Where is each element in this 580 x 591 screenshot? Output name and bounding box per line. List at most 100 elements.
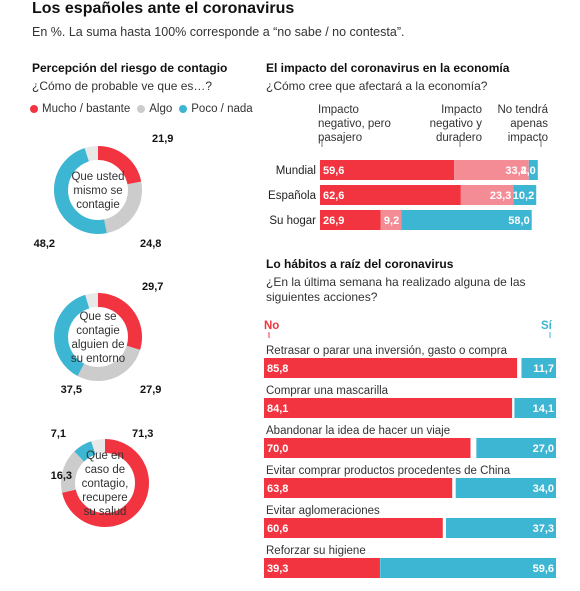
risk-question: ¿Cómo de probable ve que es…? <box>32 79 213 93</box>
donut-1-slice-algo <box>54 146 142 234</box>
economy-row-label: Su hogar <box>269 215 316 227</box>
donut-3-center-label: caso de <box>85 464 125 476</box>
habits-row-label: Abandonar la idea de hacer un viaje <box>266 425 450 437</box>
economy-bar-value: 26,9 <box>323 215 344 227</box>
habits-row-label: Evitar aglomeraciones <box>266 505 380 517</box>
economy-bar-3 <box>513 185 537 205</box>
habits-section-title: Lo hábitos a raíz del coronavirus <box>266 257 454 271</box>
donut-3-value-mucho: 71,3 <box>132 428 153 440</box>
donut-2-center-label: alguien de <box>71 339 124 351</box>
habits-row-label: Reforzar su higiene <box>266 545 366 557</box>
economy-row-label: Mundial <box>276 165 316 177</box>
donut-2-center-label: contagie <box>76 325 119 337</box>
donut-1-value-algo: 24,8 <box>140 238 161 250</box>
donut-1-value-poco: 48,2 <box>34 238 55 250</box>
risk-section-title: Percepción del riesgo de contagio <box>32 61 228 75</box>
habits-bar-yes <box>476 438 556 458</box>
habits-value-yes: 59,6 <box>533 563 554 575</box>
habits-bar-yes <box>514 398 556 418</box>
economy-bar-value: 4,0 <box>521 165 536 177</box>
economy-bar-value: 9,2 <box>384 215 399 227</box>
legend-item-poco: Poco / nada <box>179 103 253 115</box>
habits-bar-no <box>264 558 380 578</box>
economy-bar-1 <box>320 210 381 230</box>
donut-2-slice-poco <box>54 293 142 381</box>
habits-value-yes: 14,1 <box>533 403 554 415</box>
donut-1-slice-mucho <box>54 146 142 234</box>
habits-no-label: No <box>264 320 280 332</box>
economy-bar-3 <box>528 160 538 180</box>
legend-item-mucho: Mucho / bastante <box>30 103 130 115</box>
donut-2-center-label: Que se <box>79 311 116 323</box>
habits-bar-no <box>264 438 471 458</box>
habits-value-yes: 11,7 <box>533 363 554 375</box>
habits-value-no: 85,8 <box>267 363 288 375</box>
donut-3-center-label: su salud <box>84 506 127 518</box>
donut-3-slice-algo <box>61 439 149 527</box>
legend-label-algo: Algo <box>149 103 173 115</box>
economy-colhead-pasajero: Impacto negativo, pero pasajero <box>318 104 391 144</box>
habits-value-no: 60,6 <box>267 523 288 535</box>
habits-yes-label: Sí <box>541 320 552 332</box>
legend-swatch-poco <box>179 105 188 113</box>
donut-1-value-mucho: 21,9 <box>152 133 173 145</box>
economy-bar-1 <box>320 185 461 205</box>
donut-3-center-label: Que en <box>86 450 124 462</box>
habits-row-label: Retrasar o parar una inversión, gasto o … <box>266 345 508 357</box>
habits-bar-yes <box>455 478 556 498</box>
economy-bar-2 <box>380 210 402 230</box>
donut-1-center-label: Que usted <box>71 171 124 183</box>
economy-colhead-sin-impacto: No tendrá apenas impacto <box>497 104 548 144</box>
economy-bar-2 <box>460 185 514 205</box>
habits-row-label: Comprar una mascarilla <box>266 385 389 397</box>
donut-2-value-algo: 27,9 <box>140 384 161 396</box>
donut-2-value-mucho: 29,7 <box>142 281 163 293</box>
economy-bar-value: 58,0 <box>508 215 529 227</box>
economy-bar-2 <box>454 160 529 180</box>
donut-1-center-label: mismo se <box>73 185 122 197</box>
donut-2-slice-mucho <box>54 293 142 381</box>
economy-bar-value: 23,3 <box>490 190 511 202</box>
economy-bar-value: 62,6 <box>323 190 344 202</box>
donut-3-slice-mucho <box>61 439 149 527</box>
donut-3-value-algo: 16,3 <box>51 470 72 482</box>
legend-item-algo: Algo <box>137 103 172 115</box>
legend-label-poco: Poco / nada <box>191 103 253 115</box>
habits-question: ¿En la última semana ha realizado alguna… <box>266 275 526 304</box>
economy-bar-value: 33,2 <box>505 165 526 177</box>
economy-row-label: Española <box>268 190 317 202</box>
donut-2-center-label: su entorno <box>71 353 125 365</box>
economy-question: ¿Cómo cree que afectará a la economía? <box>266 79 488 93</box>
page-subtitle: En %. La suma hasta 100% corresponde a “… <box>32 25 405 39</box>
donut-3-value-poco: 7,1 <box>51 428 66 440</box>
habits-value-no: 70,0 <box>267 443 288 455</box>
habits-value-yes: 37,3 <box>533 523 554 535</box>
habits-bar-yes <box>380 558 556 578</box>
economy-bar-1 <box>320 160 455 180</box>
legend-swatch-algo <box>137 105 146 113</box>
habits-bar-no <box>264 358 518 378</box>
habits-value-no: 39,3 <box>267 563 288 575</box>
economy-bar-3 <box>401 210 532 230</box>
donut-1-slice-poco <box>54 146 142 234</box>
legend-label-mucho: Mucho / bastante <box>42 103 131 115</box>
economy-colhead-duradero: Impacto negativo y duradero <box>429 104 482 144</box>
habits-value-no: 63,8 <box>267 483 288 495</box>
donut-3-center-label: contagio, <box>82 478 129 490</box>
habits-bar-no <box>264 518 443 538</box>
habits-bar-no <box>264 398 513 418</box>
habits-bar-yes <box>445 518 556 538</box>
donut-2-value-poco: 37,5 <box>61 384 82 396</box>
economy-bar-value: 59,6 <box>323 165 344 177</box>
donut-2-slice-algo <box>54 293 142 381</box>
legend-swatch-mucho <box>30 105 38 113</box>
donut-1-center-label: contagie <box>76 199 119 211</box>
habits-value-yes: 27,0 <box>533 443 554 455</box>
habits-bar-no <box>264 478 453 498</box>
habits-row-label: Evitar comprar productos procedentes de … <box>266 465 511 477</box>
donut-3-center-label: recupere <box>82 492 127 504</box>
economy-bar-value: 10,2 <box>513 190 534 202</box>
economy-section-title: El impacto del coronavirus en la economí… <box>266 61 510 75</box>
habits-value-yes: 34,0 <box>533 483 554 495</box>
habits-value-no: 84,1 <box>267 403 288 415</box>
